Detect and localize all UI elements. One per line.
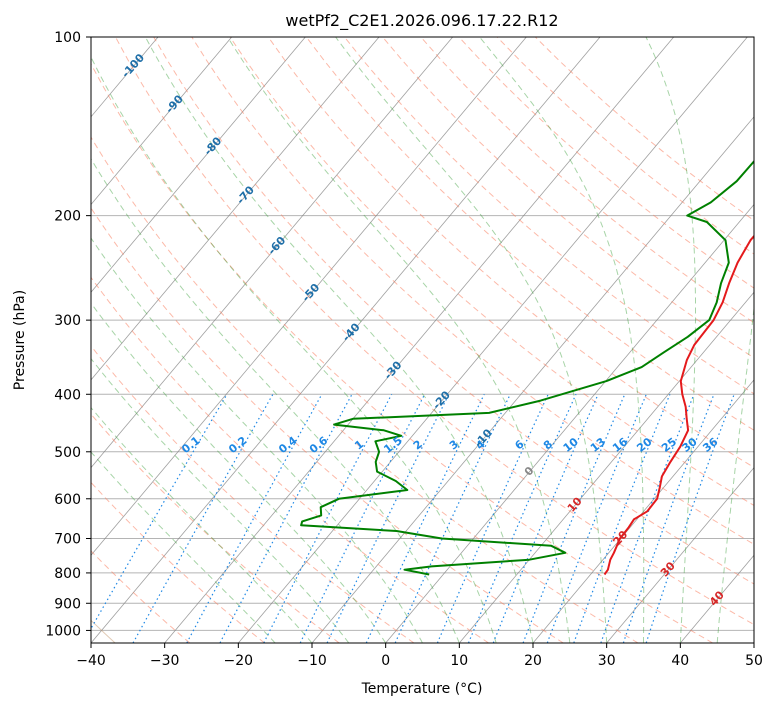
isotherm-gridline bbox=[91, 37, 306, 293]
y-axis-title: Pressure (hPa) bbox=[12, 290, 28, 390]
dry-adiabat-line bbox=[91, 276, 489, 643]
mixing-ratio-line bbox=[132, 393, 274, 643]
y-tick-label: 900 bbox=[54, 596, 81, 612]
moist-adiabat-line bbox=[144, 37, 534, 643]
x-tick-label: −20 bbox=[224, 653, 254, 669]
isotherm-gridline bbox=[91, 37, 233, 206]
dry-adiabat-line bbox=[267, 37, 754, 469]
x-tick-label: −30 bbox=[150, 653, 180, 669]
dry-adiabat-line bbox=[229, 37, 754, 507]
isotherm-gridline bbox=[385, 203, 754, 643]
y-tick-label: 200 bbox=[54, 209, 81, 225]
dry-adiabat-line bbox=[91, 136, 639, 643]
isotherm-gridline bbox=[91, 37, 601, 643]
isotherm-gridline bbox=[459, 291, 754, 643]
isotherm-gridline bbox=[91, 37, 527, 556]
moist-adiabat-line bbox=[716, 304, 754, 643]
y-tick-label: 300 bbox=[54, 313, 81, 329]
x-tick-label: −10 bbox=[297, 653, 327, 669]
x-tick-label: 40 bbox=[671, 653, 689, 669]
mixing-ratio-line bbox=[467, 394, 577, 643]
chart-title: wetPf2_C2E1.2026.096.17.22.R12 bbox=[285, 11, 558, 31]
x-axis-title: Temperature (°C) bbox=[361, 681, 483, 697]
x-tick-label: 50 bbox=[745, 653, 763, 669]
y-tick-label: 1000 bbox=[45, 623, 81, 639]
moist-adiabat-line bbox=[91, 157, 460, 643]
moist-adiabat-line bbox=[91, 55, 497, 643]
mixing-ratio-line bbox=[492, 394, 599, 643]
x-tick-label: 0 bbox=[381, 653, 390, 669]
mixing-ratio-line bbox=[326, 394, 450, 643]
dry-adiabat-line bbox=[91, 550, 191, 643]
moist-adiabat-line bbox=[227, 37, 571, 643]
isotherm-gridline bbox=[91, 37, 380, 381]
moist-adiabat-line bbox=[335, 37, 608, 643]
chart-profiles bbox=[300, 159, 754, 576]
mixing-ratio-line bbox=[436, 394, 549, 643]
y-axis: 100 200 300 400 500 600 700 800 900 1000 bbox=[45, 30, 91, 639]
dry-adiabat-line bbox=[458, 37, 754, 289]
moist-adiabat-line bbox=[645, 37, 696, 643]
y-tick-label: 600 bbox=[54, 492, 81, 508]
moist-adiabat-line bbox=[91, 357, 350, 643]
mixing-ratio-line bbox=[219, 394, 353, 643]
x-axis: −40 −30 −20 −10 0 10 20 30 40 50 bbox=[76, 643, 763, 669]
dewpoint-profile-line bbox=[300, 159, 754, 576]
mixing-ratio-line bbox=[91, 393, 228, 630]
dry-adiabat-line bbox=[153, 37, 754, 585]
x-tick-label: −40 bbox=[76, 653, 106, 669]
y-tick-label: 500 bbox=[54, 445, 81, 461]
moist-adiabat-line bbox=[91, 302, 387, 643]
y-tick-label: 800 bbox=[54, 566, 81, 582]
moist-adiabat-line bbox=[91, 406, 313, 643]
dry-adiabat-line bbox=[91, 207, 564, 643]
y-tick-label: 400 bbox=[54, 387, 81, 403]
dry-adiabat-line bbox=[191, 37, 754, 545]
dry-adiabat-line bbox=[420, 37, 754, 324]
isotherm-gridline bbox=[238, 37, 748, 643]
y-tick-label: 700 bbox=[54, 532, 81, 548]
dry-adiabat-line bbox=[91, 62, 713, 643]
mixing-ratio-line bbox=[600, 394, 695, 643]
mixing-ratio-line bbox=[622, 394, 715, 643]
isotherm-gridline bbox=[606, 466, 754, 643]
dry-adiabat-line bbox=[91, 345, 415, 643]
x-tick-label: 10 bbox=[450, 653, 468, 669]
temperature-profile-line bbox=[603, 234, 754, 576]
plot-frame bbox=[90, 36, 755, 644]
isotherm-gridline bbox=[164, 37, 675, 643]
x-tick-label: 30 bbox=[598, 653, 616, 669]
mixing-ratio-line bbox=[394, 394, 511, 643]
moist-adiabat-line bbox=[91, 237, 423, 643]
mixing-ratio-line bbox=[186, 394, 323, 643]
dry-adiabat-line bbox=[115, 37, 754, 626]
x-tick-label: 20 bbox=[524, 653, 542, 669]
isotherm-gridline bbox=[91, 37, 454, 469]
y-tick-label: 100 bbox=[54, 30, 81, 46]
moist-adiabat-line bbox=[479, 37, 645, 643]
